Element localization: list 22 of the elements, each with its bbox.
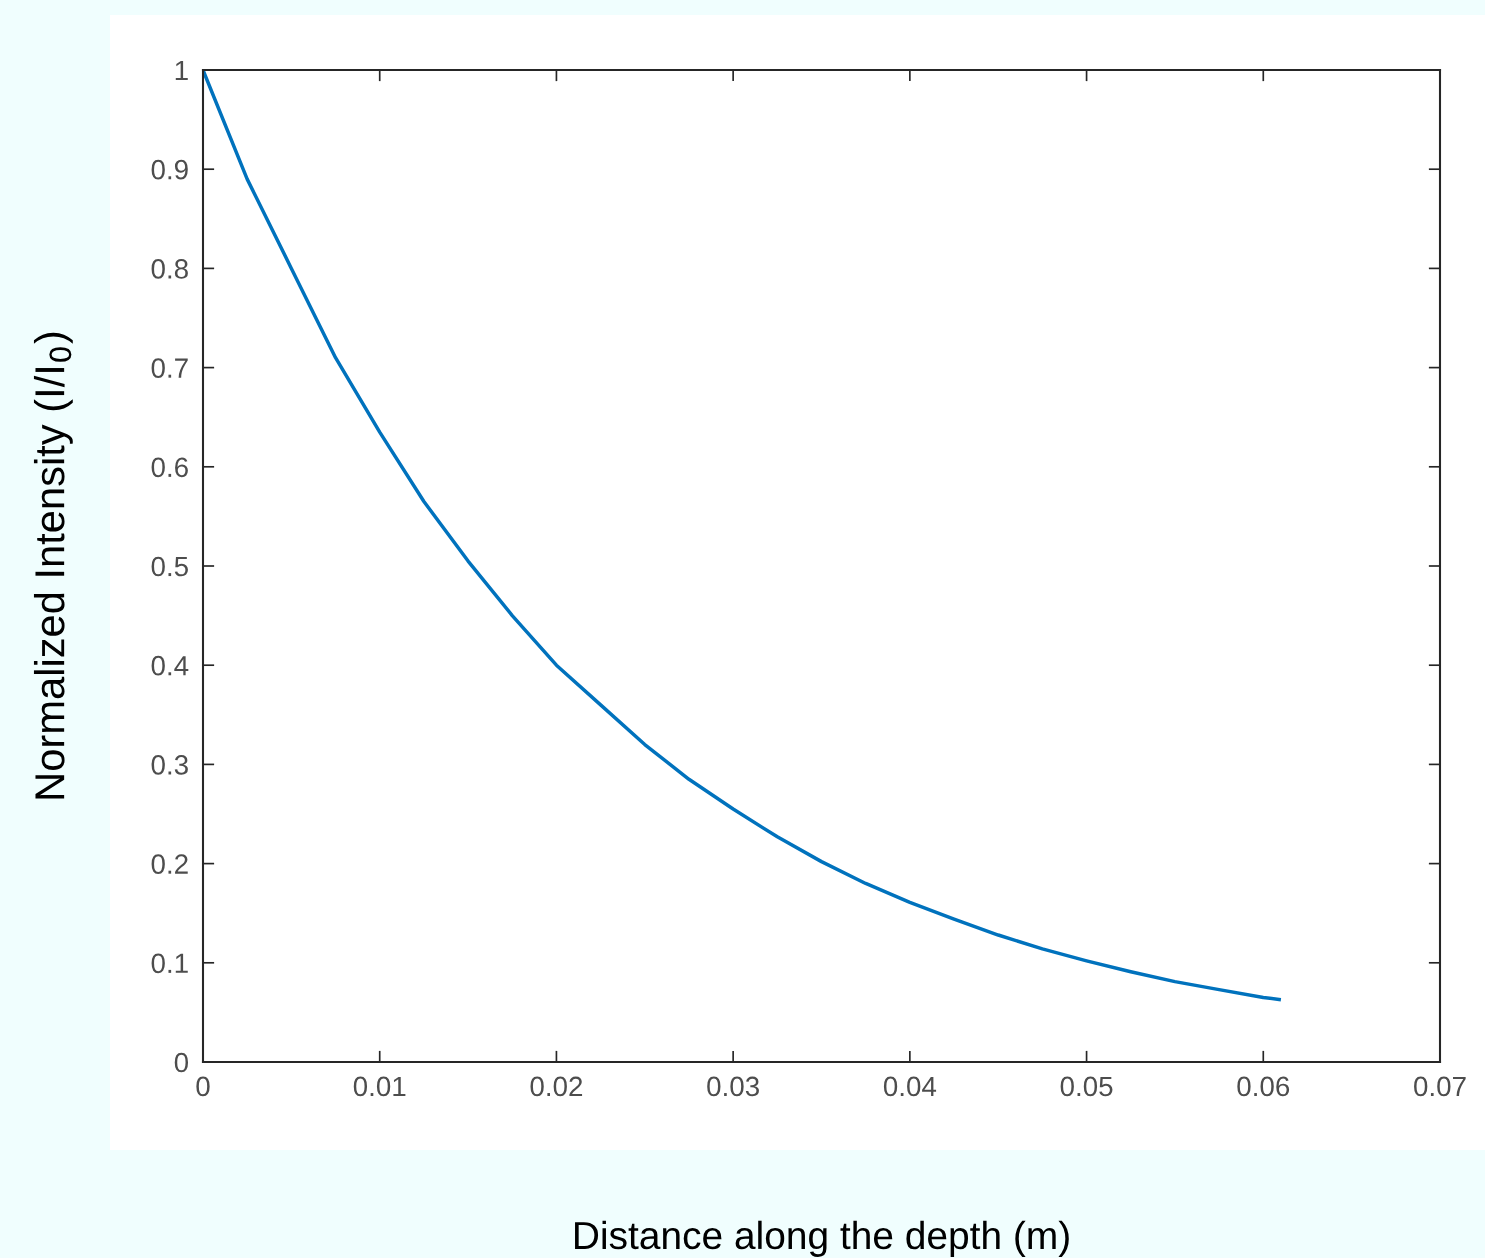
x-tick-label: 0.06 xyxy=(1237,1076,1290,1097)
x-tick-label: 0.02 xyxy=(530,1076,583,1097)
x-tick-label: 0 xyxy=(196,1076,210,1097)
x-tick-label: 0.07 xyxy=(1414,1076,1466,1097)
y-tick-label: 0.7 xyxy=(151,358,188,378)
y-tick-label: 0.8 xyxy=(151,259,188,279)
y-tick-label: 0.6 xyxy=(151,457,188,478)
x-tick-label: 0.05 xyxy=(1060,1076,1113,1097)
y-tick-label: 0.9 xyxy=(151,159,188,180)
x-axis-title: Distance along the depth (m) xyxy=(575,1220,1069,1257)
y-axis-title: Normalized Intensity (I/I$_{0}$) xyxy=(33,332,73,799)
x-tick-label: 0.04 xyxy=(883,1076,937,1097)
x-tick-label: 0.01 xyxy=(353,1076,406,1097)
y-tick-label: 1 xyxy=(175,60,188,81)
x-tick-label: 0.03 xyxy=(707,1076,759,1097)
y-tick-label: 0.4 xyxy=(151,655,189,676)
y-tick-label: 0.2 xyxy=(151,854,188,874)
y-tick-label: 0.1 xyxy=(151,953,188,974)
line-series xyxy=(203,70,1281,1002)
y-tick-label: 0 xyxy=(174,1052,189,1073)
y-tick-label: 0.5 xyxy=(151,556,188,577)
y-tick-label: 0.3 xyxy=(151,755,188,775)
